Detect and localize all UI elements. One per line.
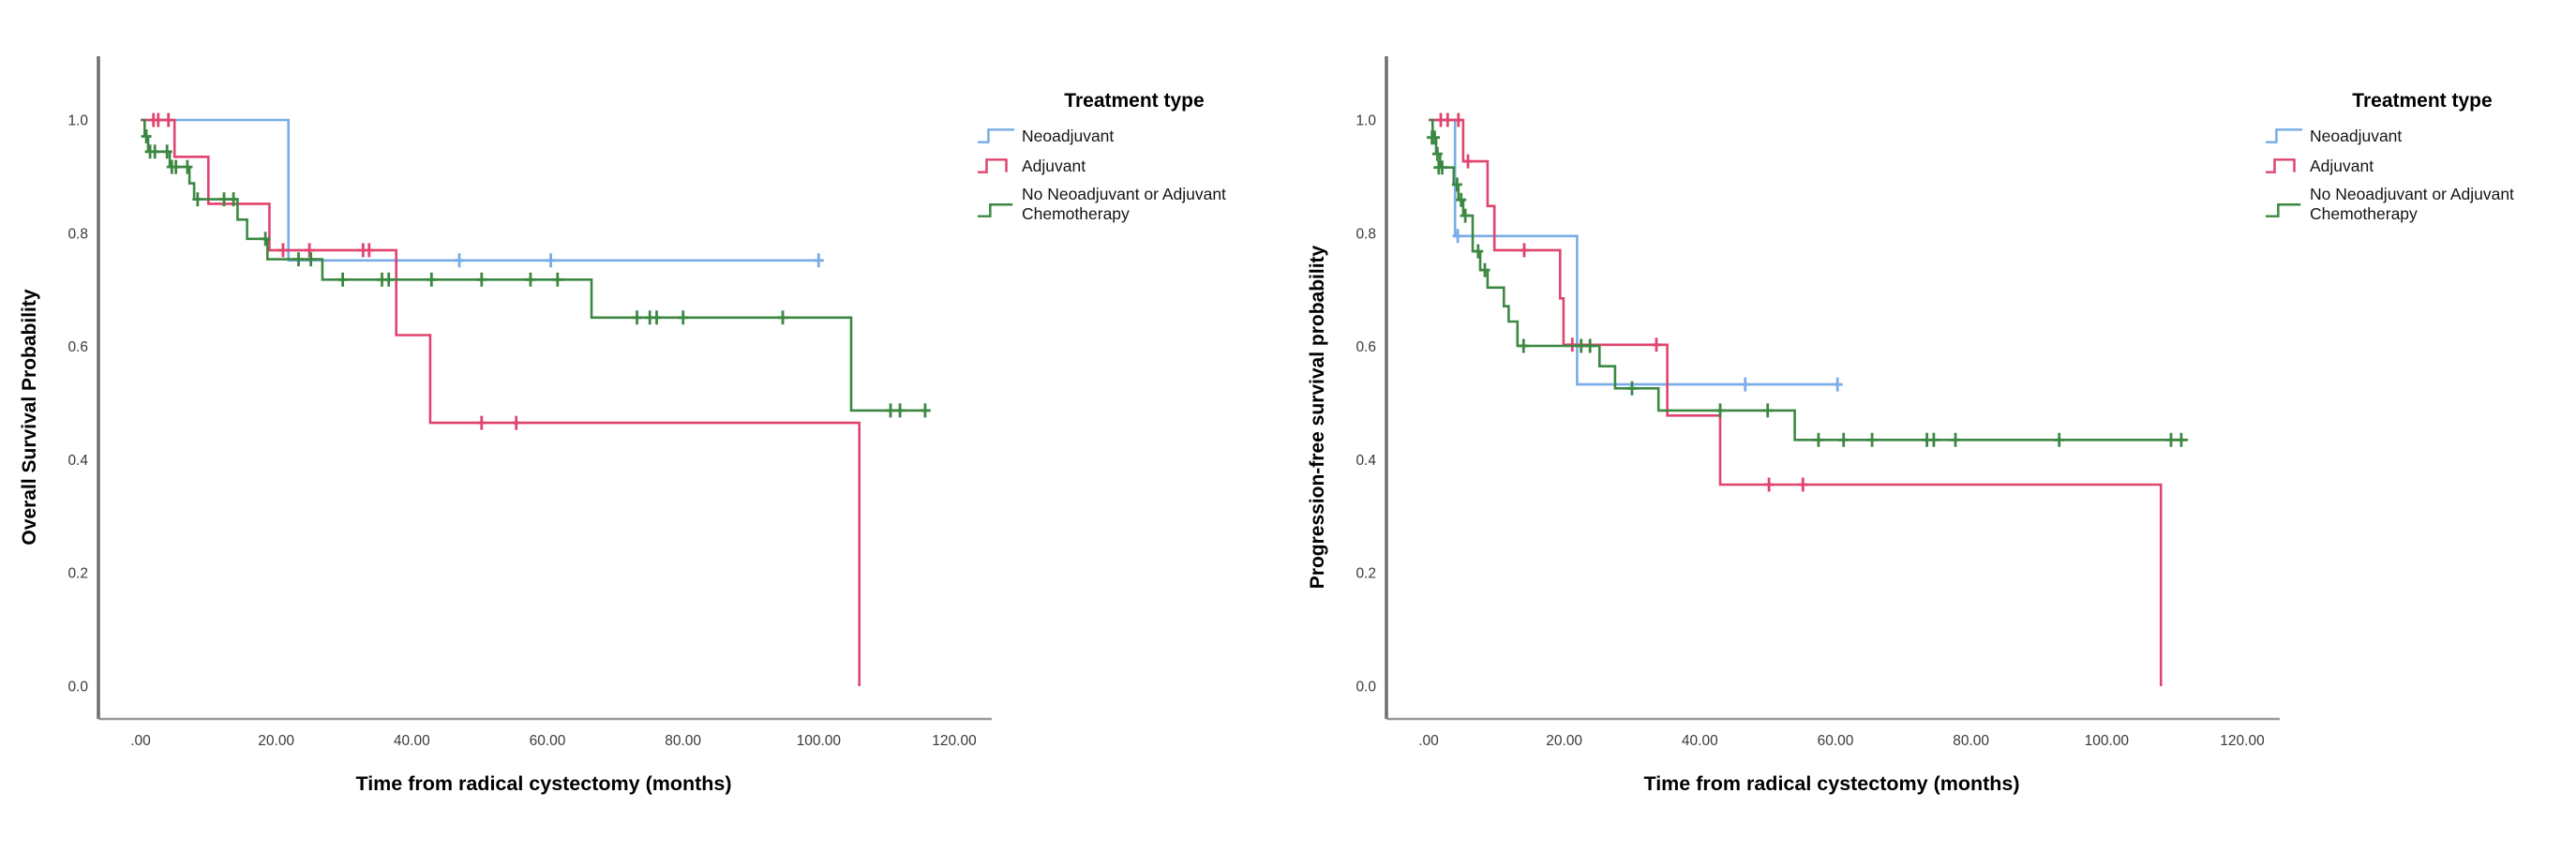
progression-free-survival-chart: .00 20.00 40.00 60.00 80.00 100.00 120.00 0.0 0.… xyxy=(1288,0,2576,853)
y-tick-label: 0.2 xyxy=(1355,566,1376,582)
km-step-line-neoadjuvant xyxy=(141,118,819,262)
x-tick-label: 60.00 xyxy=(1818,733,1854,749)
legend-label: Adjuvant xyxy=(2310,156,2374,175)
os-y-axis-title: Overall Survival Probability xyxy=(19,289,40,546)
legend-label: Adjuvant xyxy=(1022,156,1086,175)
legend-item-neoadjuvant: Neoadjuvant xyxy=(977,125,1292,147)
y-tick-label: 0.6 xyxy=(1355,339,1376,355)
censor-marks-neoadjuvant xyxy=(1452,229,1843,392)
x-tick-label: .00 xyxy=(1418,733,1439,749)
x-tick-label: 20.00 xyxy=(1546,733,1582,749)
pfs-x-axis-title: Time from radical cystectomy (months) xyxy=(1643,772,2020,795)
overall-survival-chart: .00 20.00 40.00 60.00 80.00 100.00 120.00 0.0 0.… xyxy=(19,56,1226,795)
y-tick-label: 0.4 xyxy=(67,453,88,469)
no-chemotherapy-step-line-icon xyxy=(977,203,1013,218)
censor-marks-adjuvant xyxy=(148,112,522,430)
x-tick-label: 120.00 xyxy=(932,733,977,749)
y-tick-label: 0.4 xyxy=(1355,453,1376,469)
censor-marks-neoadjuvant xyxy=(454,253,824,268)
x-tick-label: .00 xyxy=(130,733,151,749)
km-step-line-no-neoadjuvant-or-adjuvant-chemotherapy xyxy=(142,118,931,412)
no-chemotherapy-step-line-icon xyxy=(2265,203,2301,218)
legend-label: No Neoadjuvant or Adjuvant Chemotherapy xyxy=(1022,185,1226,223)
legend-title: Treatment type xyxy=(2352,90,2493,112)
adjuvant-step-line-icon xyxy=(2265,158,2296,173)
censor-marks-adjuvant xyxy=(1435,112,1808,492)
x-tick-label: 40.00 xyxy=(1682,733,1718,749)
censor-marks-no-neoadjuvant-or-adjuvant-chemotherapy xyxy=(141,129,931,418)
os-x-axis-title: Time from radical cystectomy (months) xyxy=(355,772,732,795)
y-tick-label: 1.0 xyxy=(1355,113,1376,129)
y-tick-label: 0.0 xyxy=(67,680,88,696)
y-tick-label: 0.0 xyxy=(1355,680,1376,696)
x-tick-label: 120.00 xyxy=(2220,733,2265,749)
neoadjuvant-step-line-icon xyxy=(2265,128,2303,143)
legend-label: Neoadjuvant xyxy=(1022,126,1115,145)
x-tick-label: 20.00 xyxy=(258,733,294,749)
x-tick-label: 40.00 xyxy=(394,733,430,749)
progression-free-survival-plot: .00 20.00 40.00 60.00 80.00 100.00 120.00 0.0 0.… xyxy=(1355,56,2280,749)
legend-item-no-chemotherapy: No Neoadjuvant or Adjuvant Chemotherapy xyxy=(977,185,1292,223)
pfs-y-axis-title: Progression-free survival probability xyxy=(1307,245,1328,590)
overall-survival-plot: .00 20.00 40.00 60.00 80.00 100.00 120.00 0.0 0.… xyxy=(67,56,992,749)
legend-label: Neoadjuvant xyxy=(2310,126,2403,145)
os-legend: Treatment type Neoadjuvant Adjuvant No N… xyxy=(977,90,1292,231)
legend-item-adjuvant: Adjuvant xyxy=(977,155,1292,177)
x-tick-label: 100.00 xyxy=(797,733,842,749)
x-tick-label: 100.00 xyxy=(2085,733,2130,749)
pfs-legend: Treatment type Neoadjuvant Adjuvant No N… xyxy=(2265,90,2576,231)
y-tick-label: 0.2 xyxy=(67,566,88,582)
censor-marks-no-neoadjuvant-or-adjuvant-chemotherapy xyxy=(1427,130,2187,447)
x-tick-label: 80.00 xyxy=(665,733,701,749)
x-tick-label: 80.00 xyxy=(1953,733,1989,749)
km-step-line-adjuvant xyxy=(1429,118,2163,686)
adjuvant-step-line-icon xyxy=(977,158,1008,173)
y-tick-label: 0.8 xyxy=(67,226,88,242)
legend-item-no-chemotherapy: No Neoadjuvant or Adjuvant Chemotherapy xyxy=(2265,185,2576,223)
legend-title: Treatment type xyxy=(1064,90,1205,112)
legend-item-adjuvant: Adjuvant xyxy=(2265,155,2576,177)
km-step-line-no-neoadjuvant-or-adjuvant-chemotherapy xyxy=(1430,118,2189,441)
y-tick-label: 1.0 xyxy=(67,113,88,129)
km-step-line-adjuvant xyxy=(141,118,861,686)
neoadjuvant-step-line-icon xyxy=(977,128,1015,143)
y-tick-label: 0.8 xyxy=(1355,226,1376,242)
y-tick-label: 0.6 xyxy=(67,339,88,355)
legend-label: No Neoadjuvant or Adjuvant Chemotherapy xyxy=(2310,185,2514,223)
x-tick-label: 60.00 xyxy=(530,733,566,749)
legend-item-neoadjuvant: Neoadjuvant xyxy=(2265,125,2576,147)
